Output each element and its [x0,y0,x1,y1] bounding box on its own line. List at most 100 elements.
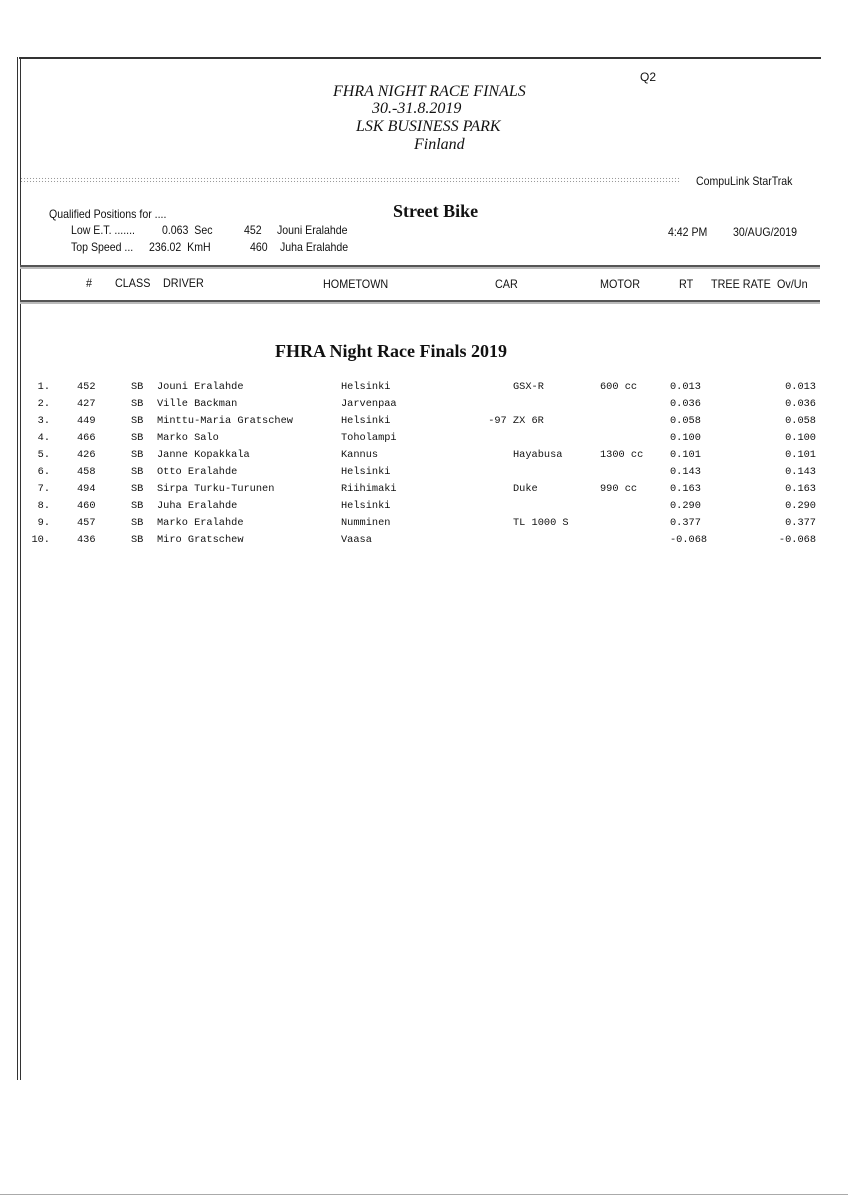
cell-rt: -0.068 [670,534,708,546]
cell-position: 1. [37,381,50,393]
cell-car-number: 426 [77,449,96,461]
col-rt: RT [679,277,694,291]
col-hometown: HOMETOWN [323,277,389,291]
cell-car-number: 494 [77,483,96,495]
cell-position: 3. [37,415,50,427]
low-et-number: 452 [244,223,262,237]
cell-hometown: Jarvenpaa [341,398,397,410]
cell-ovun: -0.068 [778,534,816,546]
cell-hometown: Riihimaki [341,483,397,495]
table-row: 6. 458 SB Otto Eralahde Helsinki 0.143 0.143 [0,466,848,483]
cell-ovun: 0.163 [785,483,816,495]
title-line-4: Finland [414,136,465,153]
title-line-3: LSK BUSINESS PARK [356,118,501,135]
cell-driver: Marko Salo [157,432,219,444]
class-title: Street Bike [393,201,479,221]
cell-car-number: 436 [77,534,96,546]
col-car: CAR [495,277,518,291]
cell-driver: Otto Eralahde [157,466,238,478]
top-speed-label: Top Speed ... [71,240,134,254]
cell-position: 9. [37,517,50,529]
cell-hometown: Vaasa [341,534,372,546]
cell-position: 2. [37,398,50,410]
cell-rt: 0.058 [670,415,701,427]
cell-class: SB [131,415,144,427]
table-row: 7. 494 SB Sirpa Turku-Turunen Riihimaki Duke 9… [0,483,848,500]
cell-class: SB [131,466,144,478]
qualified-label: Qualified Positions for .... [49,207,167,221]
table-row: 3. 449 SB Minttu-Maria Gratschew Helsinki -97… [0,415,848,432]
cell-driver: Marko Eralahde [157,517,244,529]
top-speed-driver: Juha Eralahde [280,240,349,254]
cell-car-number: 427 [77,398,96,410]
cell-rt: 0.290 [670,500,701,512]
cell-car-number: 449 [77,415,96,427]
col-class: CLASS [115,276,151,290]
cell-ovun: 0.290 [785,500,816,512]
report-time: 4:42 PM [668,225,708,239]
cell-ovun: 0.101 [785,449,816,461]
event-title: FHRA Night Race Finals 2019 [275,341,507,361]
table-row: 9. 457 SB Marko Eralahde Numminen TL 1000 S 0.… [0,517,848,534]
low-et-driver: Jouni Eralahde [277,223,348,237]
table-row: 10. 436 SB Miro Gratschew Vaasa -0.068 -0.068 [0,534,848,551]
cell-car-number: 452 [77,381,96,393]
page-frame-left [17,57,21,1080]
cell-motor: 990 cc [600,483,638,495]
cell-hometown: Helsinki [341,500,391,512]
cell-class: SB [131,500,144,512]
cell-car-number: 457 [77,517,96,529]
low-et-label: Low E.T. ....... [71,223,135,237]
cell-hometown: Helsinki [341,381,391,393]
cell-position: 6. [37,466,50,478]
cell-class: SB [131,398,144,410]
cell-car: TL 1000 S [513,517,569,529]
cell-class: SB [131,449,144,461]
cell-rt: 0.013 [670,381,701,393]
table-row: 2. 427 SB Ville Backman Jarvenpaa 0.036 0.036 [0,398,848,415]
cell-motor: 600 cc [600,381,638,393]
cell-class: SB [131,517,144,529]
col-ovun: Ov/Un [777,277,808,291]
cell-position: 8. [37,500,50,512]
cell-hometown: Toholampi [341,432,397,444]
top-speed-value: 236.02 KmH [149,240,211,254]
cell-class: SB [131,381,144,393]
cell-rt: 0.143 [670,466,701,478]
table-row: 5. 426 SB Janne Kopakkala Kannus Hayabusa 1300… [0,449,848,466]
cell-class: SB [131,483,144,495]
cell-car: GSX-R [513,381,544,393]
table-row: 1. 452 SB Jouni Eralahde Helsinki GSX-R 600 cc… [0,381,848,398]
page-frame-top [19,57,821,59]
col-num: # [86,276,93,290]
cell-driver: Sirpa Turku-Turunen [157,483,275,495]
cell-motor: 1300 cc [600,449,644,461]
top-speed-number: 460 [250,240,268,254]
cell-rt: 0.036 [670,398,701,410]
cell-car-number: 460 [77,500,96,512]
cell-driver: Janne Kopakkala [157,449,250,461]
title-line-2: 30.-31.8.2019 [372,100,462,117]
cell-position: 10. [31,534,50,546]
cell-driver: Ville Backman [157,398,238,410]
cell-hometown: Numminen [341,517,391,529]
cell-position: 5. [37,449,50,461]
header-rule-bottom [20,300,820,302]
cell-car-number: 466 [77,432,96,444]
cell-hometown: Kannus [341,449,379,461]
cell-rt: 0.377 [670,517,701,529]
title-line-1: FHRA NIGHT RACE FINALS [333,83,526,100]
cell-hometown: Helsinki [341,415,391,427]
cell-car-number: 458 [77,466,96,478]
cell-driver: Jouni Eralahde [157,381,244,393]
cell-ovun: 0.013 [785,381,816,393]
cell-rt: 0.100 [670,432,701,444]
col-tree-rate: TREE RATE [711,277,771,291]
low-et-value: 0.063 Sec [162,223,213,237]
cell-position: 4. [37,432,50,444]
header-rule-top [20,265,820,267]
cell-car: Duke [513,483,538,495]
cell-ovun: 0.036 [785,398,816,410]
cell-ovun: 0.143 [785,466,816,478]
cell-ovun: 0.377 [785,517,816,529]
